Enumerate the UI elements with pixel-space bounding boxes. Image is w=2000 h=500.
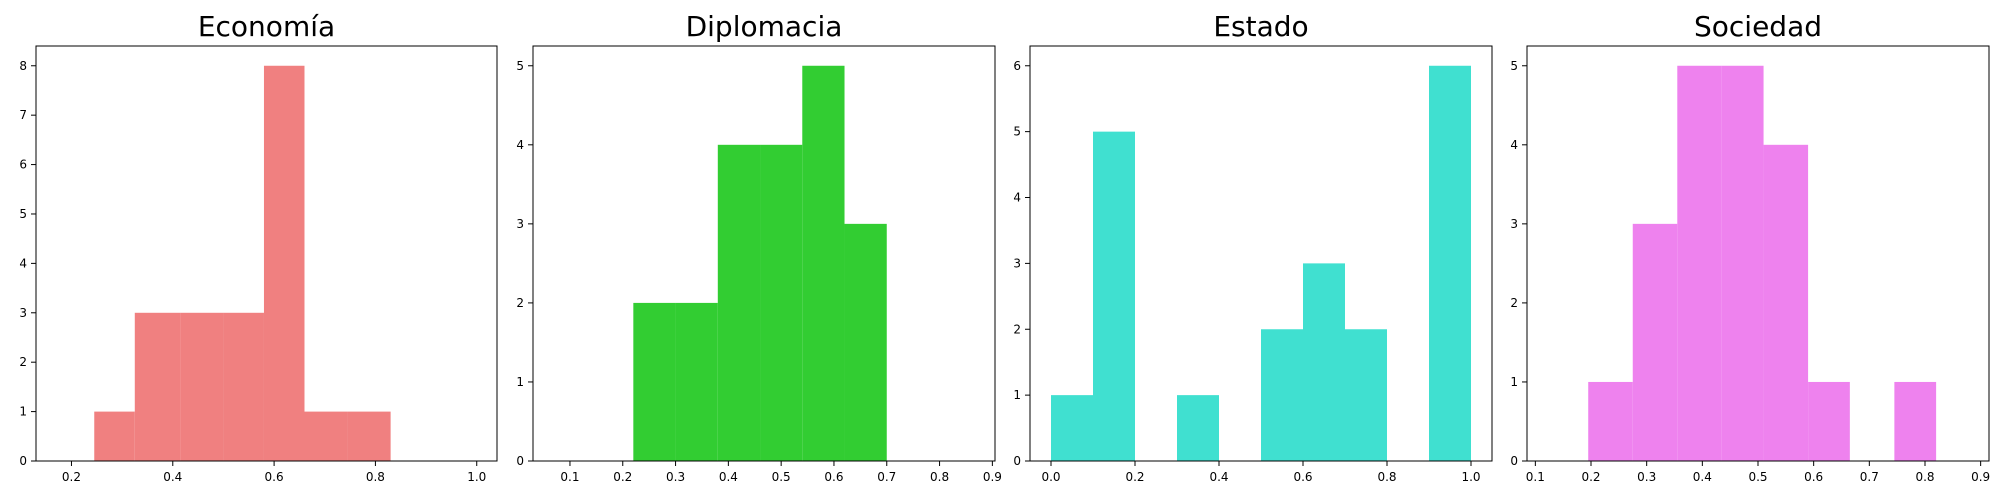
histogram-bar bbox=[134, 312, 181, 461]
axes-frame bbox=[35, 45, 498, 462]
axes-frame bbox=[1029, 45, 1493, 462]
y-tick-label: 0 bbox=[1013, 454, 1021, 468]
x-tick-label: 0.2 bbox=[1125, 470, 1144, 484]
histogram-bar bbox=[1588, 381, 1633, 461]
y-tick-label: 1 bbox=[516, 375, 524, 389]
histogram-bar bbox=[802, 65, 845, 461]
x-tick-label: 0.5 bbox=[772, 470, 791, 484]
x-tick-label: 0.9 bbox=[983, 470, 1002, 484]
x-tick-label: 0.3 bbox=[1637, 470, 1656, 484]
x-tick-label: 0.9 bbox=[1971, 470, 1990, 484]
histogram-bar bbox=[1677, 65, 1722, 461]
panel-diplomacia: 0.1 0.2 0.3 0.4 0.5 0.6 0.7 0.8 0.9 0 1 2 3 4 5 Diploma… bbox=[516, 10, 1002, 484]
histogram-bar bbox=[633, 302, 676, 461]
histogram-bar bbox=[1429, 65, 1471, 461]
y-tick-label: 1 bbox=[1510, 375, 1518, 389]
y-tick-label: 1 bbox=[1013, 388, 1021, 402]
panel-sociedad: 0.1 0.2 0.3 0.4 0.5 0.6 0.7 0.8 0.9 0 1 2 3 4 5 Socieda… bbox=[1510, 10, 1990, 484]
x-tick-label: 0.3 bbox=[666, 470, 685, 484]
panel-economia: 0.2 0.4 0.6 0.8 1.0 0 1 2 3 4 5 6 7 8 Economía bbox=[19, 10, 498, 484]
chart-title-estado: Estado bbox=[1213, 10, 1308, 43]
y-tick-label: 0 bbox=[516, 454, 524, 468]
histogram-bar bbox=[760, 144, 803, 462]
histogram-bar bbox=[1632, 223, 1678, 461]
axes-frame bbox=[532, 45, 996, 462]
y-tick-label: 4 bbox=[516, 138, 524, 152]
histogram-bar bbox=[94, 411, 135, 461]
y-tick-label: 3 bbox=[1013, 256, 1021, 270]
histogram-bar bbox=[1177, 395, 1219, 461]
y-tick-label: 0 bbox=[1510, 454, 1518, 468]
histogram-bar bbox=[347, 411, 391, 461]
y-tick-label: 8 bbox=[19, 59, 27, 73]
x-tick-label: 0.7 bbox=[1860, 470, 1879, 484]
y-tick-label: 3 bbox=[1510, 217, 1518, 231]
x-tick-label: 0.1 bbox=[1526, 470, 1545, 484]
histogram-bar bbox=[1303, 263, 1345, 461]
histogram-bar bbox=[844, 223, 887, 461]
x-tick-label: 0.4 bbox=[163, 470, 182, 484]
histogram-bar bbox=[1261, 329, 1303, 461]
y-tick-label: 2 bbox=[1510, 296, 1518, 310]
y-tick-label: 5 bbox=[516, 59, 524, 73]
chart-title-economia: Economía bbox=[198, 10, 335, 43]
x-tick-label: 0.6 bbox=[1804, 470, 1823, 484]
histogram-bar bbox=[180, 312, 224, 461]
x-tick-label: 0.6 bbox=[1293, 470, 1312, 484]
histogram-bar bbox=[1345, 329, 1387, 461]
x-tick-label: 0.8 bbox=[930, 470, 949, 484]
histogram-bar bbox=[1894, 381, 1937, 461]
x-tick-label: 0.2 bbox=[1581, 470, 1600, 484]
y-tick-label: 2 bbox=[516, 296, 524, 310]
x-tick-label: 0.4 bbox=[1693, 470, 1712, 484]
histogram-bar bbox=[223, 312, 264, 461]
histogram-bar bbox=[675, 302, 718, 461]
y-tick-label: 7 bbox=[19, 108, 27, 122]
panel-estado: 0.0 0.2 0.4 0.6 0.8 1.0 0 1 2 3 4 5 6 Estado bbox=[1013, 10, 1493, 484]
x-tick-label: 0.0 bbox=[1041, 470, 1060, 484]
x-tick-label: 0.7 bbox=[877, 470, 896, 484]
x-tick-label: 0.1 bbox=[560, 470, 579, 484]
histogram-bar bbox=[1721, 65, 1764, 461]
y-tick-label: 3 bbox=[516, 217, 524, 231]
x-tick-label: 0.8 bbox=[1915, 470, 1934, 484]
histogram-bar bbox=[1763, 144, 1809, 462]
x-tick-label: 1.0 bbox=[1461, 470, 1480, 484]
histogram-bar bbox=[1808, 381, 1850, 461]
x-tick-label: 0.8 bbox=[366, 470, 385, 484]
x-tick-label: 0.5 bbox=[1748, 470, 1767, 484]
histogram-bar bbox=[717, 144, 761, 462]
x-tick-label: 0.2 bbox=[62, 470, 81, 484]
x-tick-label: 0.6 bbox=[824, 470, 843, 484]
y-tick-label: 4 bbox=[1510, 138, 1518, 152]
y-tick-label: 3 bbox=[19, 306, 27, 320]
x-tick-label: 0.4 bbox=[1209, 470, 1228, 484]
histogram-bar bbox=[263, 65, 305, 461]
y-tick-label: 5 bbox=[1013, 125, 1021, 139]
histogram-bar bbox=[304, 411, 348, 461]
y-tick-label: 5 bbox=[19, 207, 27, 221]
x-tick-label: 0.2 bbox=[613, 470, 632, 484]
y-tick-label: 6 bbox=[1013, 59, 1021, 73]
x-tick-label: 0.6 bbox=[265, 470, 284, 484]
y-tick-label: 2 bbox=[1013, 322, 1021, 336]
y-tick-label: 6 bbox=[19, 158, 27, 172]
x-tick-label: 0.8 bbox=[1377, 470, 1396, 484]
y-tick-label: 4 bbox=[19, 256, 27, 270]
y-tick-label: 0 bbox=[19, 454, 27, 468]
y-tick-label: 5 bbox=[1510, 59, 1518, 73]
histogram-bar bbox=[1093, 131, 1135, 461]
chart-title-sociedad: Sociedad bbox=[1694, 10, 1822, 43]
x-tick-label: 1.0 bbox=[467, 470, 486, 484]
x-tick-label: 0.4 bbox=[719, 470, 738, 484]
y-tick-label: 4 bbox=[1013, 191, 1021, 205]
chart-title-diplomacia: Diplomacia bbox=[686, 10, 843, 43]
y-tick-label: 1 bbox=[19, 405, 27, 419]
histogram-bar bbox=[1051, 395, 1093, 461]
y-tick-label: 2 bbox=[19, 355, 27, 369]
